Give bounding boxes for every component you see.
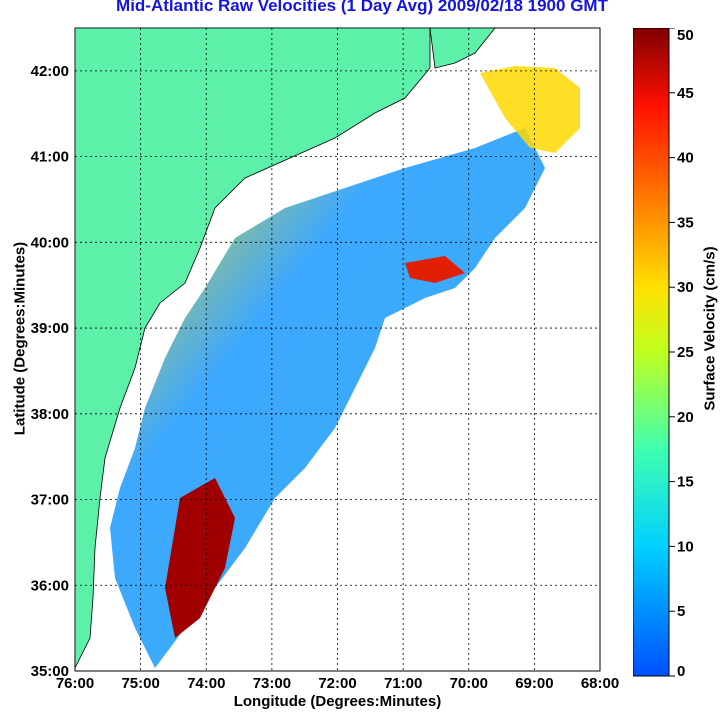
colorbar-tick-label: 25 xyxy=(677,344,694,361)
colorbar-tick-label: 50 xyxy=(677,28,694,44)
y-tick-label: 36:00 xyxy=(31,577,69,594)
map-plot: 76:00 75:00 74:00 73:00 72:00 71:00 70:00 69:00… xyxy=(31,27,619,692)
colorbar-tick-label: 30 xyxy=(677,279,694,296)
x-tick-label: 74:00 xyxy=(187,675,225,692)
y-axis-label: Latitude (Degrees:Minutes) xyxy=(11,241,29,436)
x-tick-label: 71:00 xyxy=(384,675,422,692)
y-tick-label: 35:00 xyxy=(31,663,69,680)
x-axis-label: Longitude (Degrees:Minutes) xyxy=(233,693,442,710)
x-tick-label: 68:00 xyxy=(581,675,619,692)
x-tick-label: 72:00 xyxy=(318,675,356,692)
velocity-hotspot-east xyxy=(405,256,465,283)
colorbar-tick-label: 0 xyxy=(677,663,685,678)
y-tick-label: 41:00 xyxy=(31,149,69,166)
colorbar-tick-label: 10 xyxy=(677,538,694,555)
x-tick-label: 73:00 xyxy=(253,675,291,692)
colorbar-tick-label: 40 xyxy=(677,150,694,167)
y-tick-labels: 42:00 41:00 40:00 39:00 38:00 37:00 36:00 35:00 xyxy=(31,63,69,680)
y-tick-label: 42:00 xyxy=(31,63,69,80)
colorbar-tick-label: 15 xyxy=(677,474,694,491)
colorbar-gradient xyxy=(633,28,670,677)
velocity-hotspot-south xyxy=(165,478,235,638)
x-tick-label: 70:00 xyxy=(450,675,488,692)
y-tick-label: 38:00 xyxy=(31,406,69,423)
grid-lines xyxy=(75,28,600,671)
land-region xyxy=(74,27,431,669)
x-tick-label: 75:00 xyxy=(121,675,159,692)
chart-title: Mid-Atlantic Raw Velocities (1 Day Avg) … xyxy=(116,0,608,15)
x-tick-labels: 76:00 75:00 74:00 73:00 72:00 71:00 70:00 69:00… xyxy=(56,675,619,692)
x-tick-label: 76:00 xyxy=(56,675,94,692)
colorbar-tick-label: 5 xyxy=(677,603,685,620)
velocity-field-north xyxy=(480,66,580,153)
cape-cod xyxy=(429,27,496,69)
colorbar-tick-label: 35 xyxy=(677,214,694,231)
y-tick-label: 39:00 xyxy=(31,320,69,337)
y-tick-label: 37:00 xyxy=(31,492,69,509)
colorbar-label: Surface Velocity (cm/s) xyxy=(701,246,719,411)
y-tick-label: 40:00 xyxy=(31,234,69,251)
x-tick-label: 69:00 xyxy=(515,675,553,692)
colorbar-tick-label: 20 xyxy=(677,409,694,426)
colorbar-tick-label: 45 xyxy=(677,85,694,102)
